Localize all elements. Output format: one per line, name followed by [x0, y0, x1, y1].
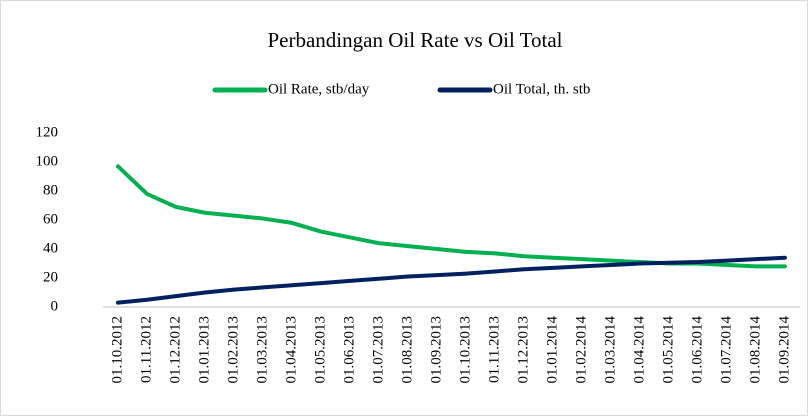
x-tick-label: 01.08.2013 [399, 316, 415, 384]
x-tick-label: 01.04.2014 [631, 316, 647, 384]
y-tick-label: 40 [43, 240, 58, 256]
line-series [116, 255, 787, 305]
legend-label: Oil Rate, stb/day [268, 81, 370, 97]
x-tick-label: 01.07.2013 [370, 316, 386, 384]
x-tick-label: 01.06.2013 [341, 316, 357, 384]
x-tick-label: 01.03.2013 [254, 316, 270, 384]
x-tick-label: 01.07.2014 [718, 316, 734, 384]
y-tick-label: 20 [43, 269, 58, 285]
x-tick-label: 01.12.2013 [515, 316, 531, 384]
x-tick-label: 01.10.2013 [457, 316, 473, 384]
x-tick-label: 01.09.2013 [428, 316, 444, 384]
y-tick-label: 120 [36, 124, 59, 140]
x-tick-label: 01.12.2012 [167, 316, 183, 384]
legend-label: Oil Total, th. stb [493, 81, 590, 97]
y-tick-label: 80 [43, 182, 58, 198]
x-tick-label: 01.02.2014 [573, 316, 589, 384]
x-tick-label: 01.09.2014 [776, 316, 792, 384]
chart-title: Perbandingan Oil Rate vs Oil Total [267, 28, 562, 52]
x-tick-label: 01.05.2014 [660, 316, 676, 384]
x-tick-label: 01.03.2014 [602, 316, 618, 384]
x-tick-label: 01.06.2014 [689, 316, 705, 384]
x-tick-label: 01.08.2014 [747, 316, 763, 384]
x-tick-label: 01.11.2012 [138, 316, 154, 383]
x-tick-label: 01.01.2014 [544, 316, 560, 384]
x-tick-label: 01.05.2013 [312, 316, 328, 384]
y-tick-label: 100 [36, 153, 59, 169]
x-tick-label: 01.04.2013 [283, 316, 299, 384]
y-tick-label: 0 [51, 298, 59, 314]
x-tick-label: 01.10.2012 [109, 316, 125, 384]
x-tick-label: 01.01.2013 [196, 316, 212, 384]
x-tick-label: 01.02.2013 [225, 316, 241, 384]
x-tick-label: 01.11.2013 [486, 316, 502, 383]
y-tick-label: 60 [43, 211, 58, 227]
